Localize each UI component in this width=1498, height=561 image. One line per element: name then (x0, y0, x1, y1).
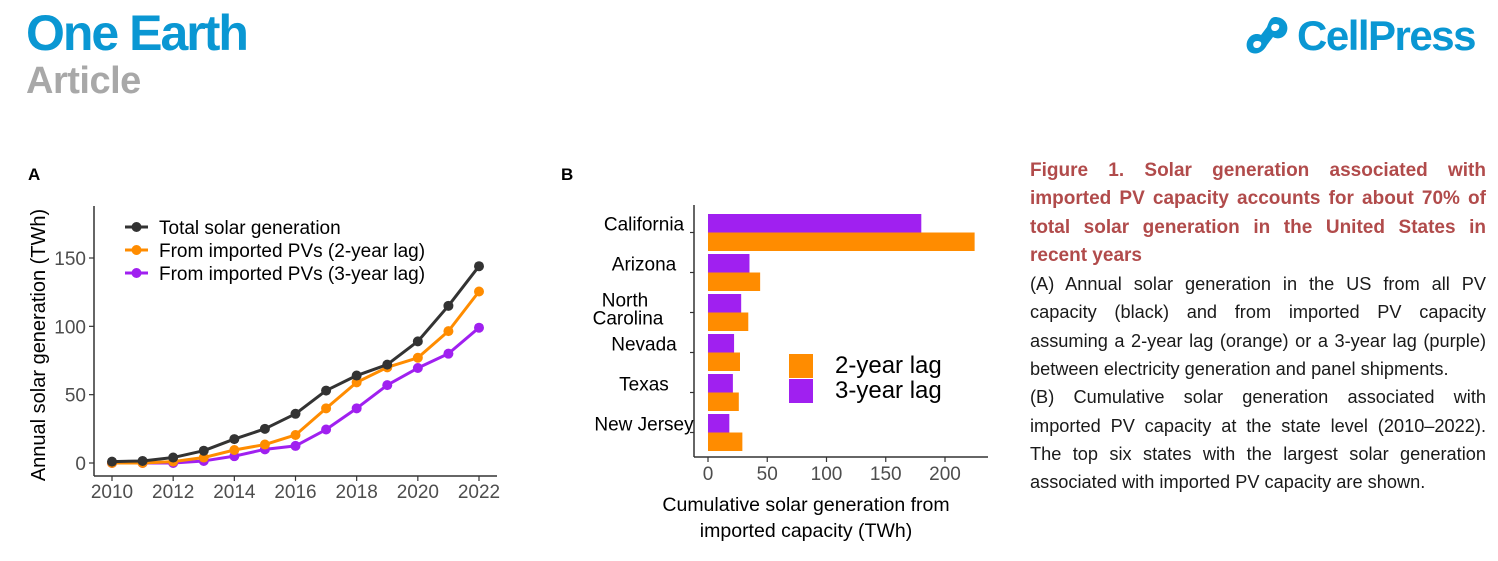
bar-lag3-north-carolina (708, 294, 742, 313)
x-axis-label-line1: Cumulative solar generation from (662, 494, 949, 516)
category-label: Nevada (611, 335, 677, 356)
x-tick-label: 2010 (91, 482, 133, 503)
data-point (321, 424, 332, 435)
bar-lag2-nevada (708, 352, 740, 371)
y-tick-label: 0 (75, 454, 86, 475)
journal-title: One Earth (26, 5, 249, 61)
publisher-name: CellPress (1297, 12, 1476, 59)
bar-lag3-arizona (708, 254, 750, 273)
x-tick-label: 2018 (336, 482, 378, 503)
bar-lag2-california (708, 232, 975, 251)
data-point (259, 423, 270, 434)
data-point (412, 352, 423, 363)
article-type: Article (26, 60, 141, 102)
data-point (321, 385, 332, 396)
x-tick-label: 2022 (458, 482, 500, 503)
y-tick-label: 50 (65, 386, 86, 407)
data-point (321, 403, 332, 414)
data-point (443, 300, 454, 311)
category-label: California (604, 215, 685, 236)
data-point (474, 261, 484, 272)
legend-label: From imported PVs (2-year lag) (159, 241, 425, 262)
x-tick-label: 150 (870, 464, 902, 485)
caption-panel-a: (A) Annual solar generation in the US fr… (1030, 274, 1486, 380)
data-point (290, 440, 301, 451)
x-axis-label-line2: imported capacity (TWh) (700, 520, 912, 542)
category-label: Carolina (593, 309, 664, 330)
x-tick-label: 100 (811, 464, 843, 485)
x-tick-label: 200 (929, 464, 961, 485)
legend-label: Total solar generation (159, 218, 341, 239)
data-point (229, 445, 240, 456)
bar-lag2-north-carolina (708, 312, 749, 331)
data-point (351, 370, 362, 381)
data-point (198, 445, 209, 456)
data-point (229, 434, 240, 445)
data-point (351, 377, 362, 388)
category-label: North (602, 291, 648, 312)
data-point (474, 322, 484, 333)
data-point (107, 456, 117, 467)
legend-swatch (789, 354, 813, 378)
category-label: Arizona (612, 255, 677, 276)
data-point (443, 348, 454, 359)
legend-marker (131, 245, 142, 255)
data-point (137, 455, 148, 466)
bar-lag2-texas (708, 392, 739, 411)
x-tick-label: 2020 (397, 482, 439, 503)
caption-title: Figure 1. Solar generation associated wi… (1030, 160, 1486, 266)
x-tick-label: 2016 (274, 482, 316, 503)
data-point (412, 363, 423, 374)
legend-label: From imported PVs (3-year lag) (159, 264, 425, 285)
caption-panel-b: (B) Cumulative solar generation associat… (1030, 387, 1486, 493)
data-point (382, 380, 393, 391)
bar-lag3-nevada (708, 334, 735, 353)
legend-label: 3-year lag (835, 377, 942, 404)
bar-lag3-texas (708, 374, 733, 393)
data-point (443, 326, 454, 337)
legend-swatch (789, 379, 813, 403)
x-tick-label: 2012 (152, 482, 194, 503)
publisher-logo: CellPress (1245, 12, 1476, 60)
data-point (290, 429, 301, 440)
data-point (168, 452, 179, 463)
bar-lag2-new-jersey (708, 432, 743, 451)
data-point (474, 286, 484, 297)
bar-lag3-california (708, 214, 922, 233)
legend-label: 2-year lag (835, 352, 942, 379)
data-point (259, 439, 270, 450)
bar-lag2-arizona (708, 272, 761, 291)
cellpress-logo-icon (1246, 17, 1288, 54)
bar-lag3-new-jersey (708, 414, 730, 433)
figure-caption: Figure 1. Solar generation associated wi… (1030, 157, 1486, 497)
x-tick-label: 50 (757, 464, 778, 485)
y-tick-label: 150 (54, 249, 86, 270)
line-chart-annual-generation: 0 50 100 150 2010 2012 2014 2016 2018 2020 2022 Ann… (28, 206, 500, 503)
data-point (351, 403, 362, 414)
legend-marker (131, 268, 142, 278)
data-point (198, 452, 209, 463)
category-label: Texas (619, 375, 669, 396)
y-axis-label: Annual solar generation (TWh) (28, 209, 50, 481)
data-point (412, 336, 423, 347)
panel-a-label: A (28, 165, 41, 184)
x-tick-label: 0 (703, 464, 714, 485)
y-tick-label: 100 (54, 317, 86, 338)
data-point (382, 359, 393, 370)
panel-b-label: B (561, 165, 574, 184)
category-label: New Jersey (594, 415, 694, 436)
data-point (290, 408, 301, 419)
legend-marker (131, 222, 142, 232)
x-tick-label: 2014 (213, 482, 256, 503)
